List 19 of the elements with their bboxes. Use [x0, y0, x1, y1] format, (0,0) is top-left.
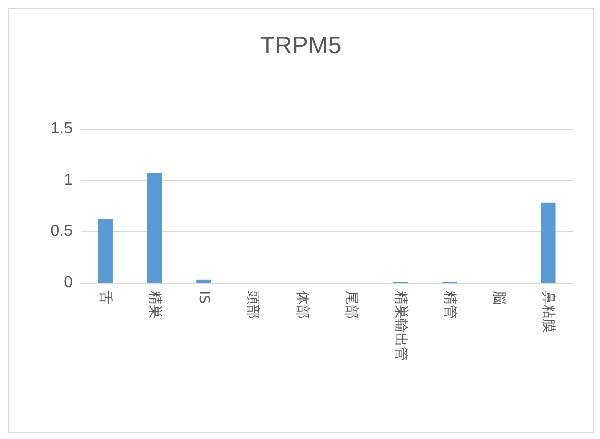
x-tick-label: 精巣 — [146, 291, 163, 319]
y-tick-label: 0 — [64, 274, 74, 292]
bar — [98, 219, 113, 283]
y-tick-label: 0.5 — [50, 223, 74, 240]
chart-title: TRPM5 — [260, 32, 342, 60]
x-tick-label: 頭部 — [245, 291, 262, 319]
x-tick-label: 鼻粘膜 — [540, 291, 556, 333]
x-tick-label: 舌 — [98, 291, 114, 305]
x-tick-label: 脳 — [491, 291, 508, 305]
x-tick-label: IS — [196, 291, 212, 304]
y-tick-label: 1 — [64, 172, 74, 189]
x-tick-label: 尾部 — [344, 291, 360, 319]
bar — [147, 173, 162, 283]
bar — [196, 280, 212, 283]
bar — [541, 202, 556, 283]
x-tick-label: 精管 — [442, 291, 458, 319]
x-tick-label: 精巣輸出管 — [392, 291, 409, 361]
y-tick-label: 1.5 — [50, 120, 74, 138]
x-tick-label: 体部 — [294, 291, 310, 319]
